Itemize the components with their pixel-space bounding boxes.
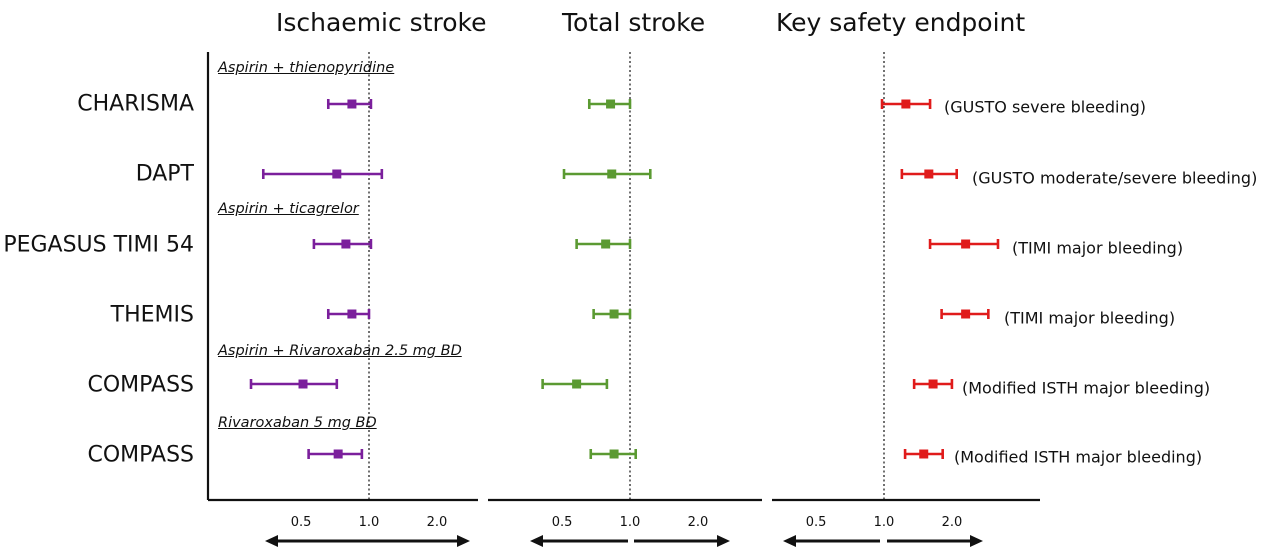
point-estimate-panel-3-row-2 [924, 169, 934, 179]
point-estimate-panel-3-row-4 [961, 309, 971, 319]
endpoint-label-6: (Modified ISTH major bleeding) [954, 447, 1203, 467]
trial-label-charisma: CHARISMA [77, 91, 194, 117]
point-estimate-panel-3-row-3 [961, 239, 971, 249]
point-estimate-panel-2-row-2 [607, 169, 617, 179]
panel-title-total: Total stroke [562, 8, 706, 37]
x-tick-label-panel-1-1: 0.5 [291, 515, 312, 530]
x-tick-label-panel-3-2: 1.0 [874, 515, 895, 530]
group-label-rivaroxaban: Rivaroxaban 5 mg BD [218, 415, 377, 431]
point-estimate-panel-2-row-5 [572, 379, 582, 389]
point-estimate-panel-1-row-3 [341, 239, 351, 249]
arrow-right-head-panel-1 [457, 535, 470, 547]
endpoint-label-4: (TIMI major bleeding) [1004, 308, 1176, 328]
group-label-aspirin-thienopyridine: Aspirin + thienopyridine [218, 60, 395, 76]
trial-label-compass-2: COMPASS [87, 442, 195, 468]
trial-label-pegasus: PEGASUS TIMI 54 [3, 232, 194, 258]
x-tick-label-panel-2-2: 1.0 [620, 515, 641, 530]
arrow-left-head-panel-2 [530, 535, 543, 547]
point-estimate-panel-1-row-5 [298, 379, 308, 389]
point-estimate-panel-3-row-5 [928, 379, 938, 389]
point-estimate-panel-2-row-4 [609, 309, 619, 319]
trial-label-themis: THEMIS [110, 302, 194, 328]
endpoint-label-2: (GUSTO moderate/severe bleeding) [972, 168, 1258, 188]
point-estimate-panel-1-row-6 [333, 449, 343, 459]
trial-label-compass-1: COMPASS [87, 372, 195, 398]
arrow-right-head-panel-2 [717, 535, 730, 547]
point-estimate-panel-2-row-3 [601, 239, 611, 249]
group-label-aspirin-rivaroxaban: Aspirin + Rivaroxaban 2.5 mg BD [218, 343, 462, 359]
point-estimate-panel-2-row-1 [606, 99, 616, 109]
trial-label-dapt: DAPT [135, 161, 194, 187]
group-label-aspirin-ticagrelor: Aspirin + ticagrelor [218, 201, 359, 217]
point-estimate-panel-1-row-4 [347, 309, 357, 319]
panel-title-ischaemic: Ischaemic stroke [276, 8, 487, 37]
x-tick-label-panel-2-1: 0.5 [552, 515, 573, 530]
endpoint-label-5: (Modified ISTH major bleeding) [962, 378, 1211, 398]
point-estimate-panel-1-row-1 [347, 99, 357, 109]
point-estimate-panel-1-row-2 [332, 169, 342, 179]
point-estimate-panel-3-row-6 [919, 449, 929, 459]
x-tick-label-panel-3-1: 0.5 [806, 515, 827, 530]
arrow-left-head-panel-1 [265, 535, 278, 547]
panel-title-safety: Key safety endpoint [776, 8, 1026, 37]
x-tick-label-panel-2-3: 2.0 [688, 515, 709, 530]
arrow-right-head-panel-3 [970, 535, 983, 547]
arrow-left-head-panel-3 [783, 535, 796, 547]
endpoint-label-3: (TIMI major bleeding) [1012, 238, 1184, 258]
x-tick-label-panel-1-2: 1.0 [359, 515, 380, 530]
point-estimate-panel-3-row-1 [901, 99, 911, 109]
x-tick-label-panel-1-3: 2.0 [427, 515, 448, 530]
endpoint-label-1: (GUSTO severe bleeding) [944, 97, 1147, 117]
point-estimate-panel-2-row-6 [609, 449, 619, 459]
x-tick-label-panel-3-3: 2.0 [942, 515, 963, 530]
